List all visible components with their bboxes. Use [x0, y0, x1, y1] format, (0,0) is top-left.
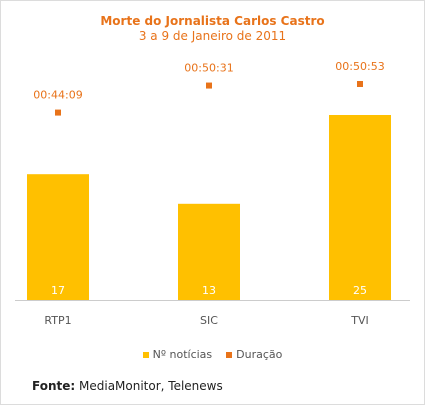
legend-label-duracao: Duração: [236, 348, 283, 361]
bar-value-label: 13: [202, 284, 216, 297]
legend-swatch-marker: [226, 351, 233, 358]
x-tick-label: TVI: [350, 314, 369, 327]
legend-item-noticias: Nº notícias: [142, 348, 213, 361]
chart-legend: Nº notícias Duração: [0, 348, 425, 361]
bar-tvi: [329, 115, 391, 300]
x-tick-label: SIC: [200, 314, 218, 327]
source-text: MediaMonitor, Telenews: [79, 379, 223, 393]
bar-sic: [178, 203, 240, 300]
bar-value-label: 25: [353, 284, 367, 297]
legend-swatch-bar: [142, 351, 149, 358]
bar-rtp1: [27, 174, 89, 300]
duration-label: 00:50:31: [184, 62, 233, 75]
chart-subtitle: 3 a 9 de Janeiro de 2011: [138, 29, 287, 43]
duration-marker-tvi: [357, 81, 363, 87]
legend-label-noticias: Nº notícias: [152, 348, 213, 361]
x-tick-label: RTP1: [44, 314, 71, 327]
chart-title: Morte do Jornalista Carlos Castro: [100, 14, 325, 28]
duration-label: 00:44:09: [33, 89, 82, 102]
source-note: Fonte: MediaMonitor, Telenews: [32, 379, 223, 393]
duration-label: 00:50:53: [335, 60, 384, 73]
legend-item-duracao: Duração: [226, 348, 282, 361]
source-label: Fonte:: [32, 379, 76, 393]
bar-value-label: 17: [51, 284, 65, 297]
duration-marker-rtp1: [55, 109, 61, 116]
duration-marker-sic: [206, 82, 212, 89]
